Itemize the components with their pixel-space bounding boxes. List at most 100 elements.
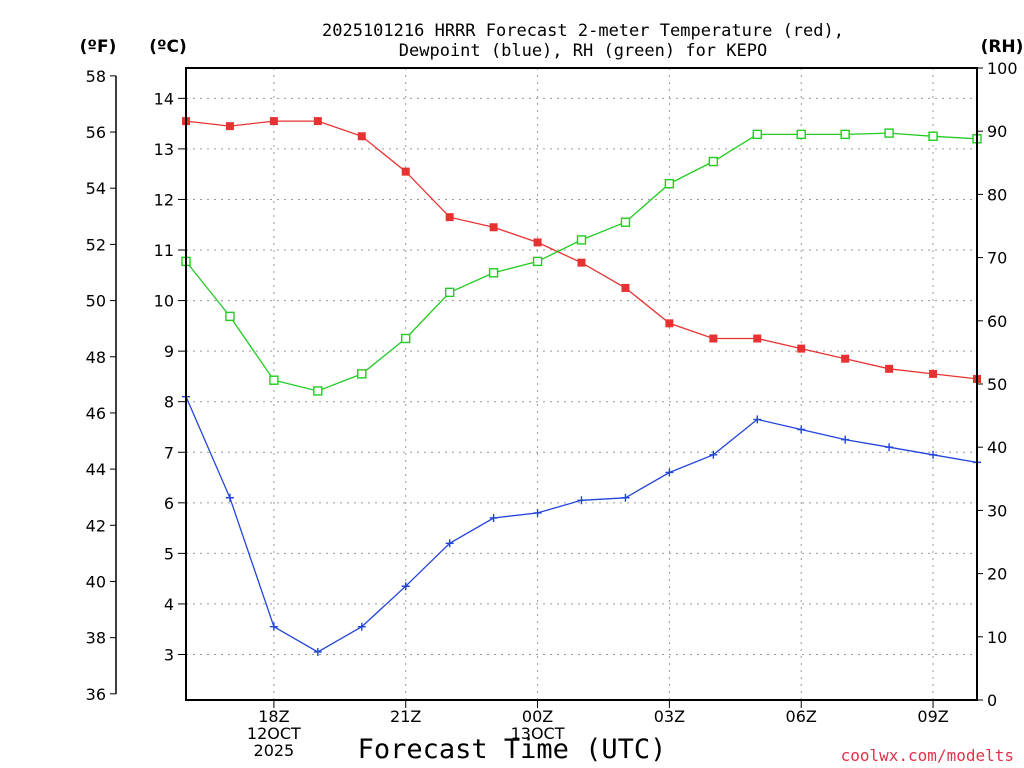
fahrenheit-tick-label: 42 <box>86 516 106 535</box>
celsius-tick-label: 9 <box>164 342 174 361</box>
rh-tick-label: 80 <box>987 185 1007 204</box>
fahrenheit-tick-label: 36 <box>86 685 106 704</box>
rh-tick-label: 70 <box>987 249 1007 268</box>
plot-grid <box>186 68 977 700</box>
rh-tick-label: 0 <box>987 691 997 710</box>
rh-point <box>576 235 587 245</box>
rh-point <box>269 375 279 385</box>
dewpoint-point <box>269 622 278 631</box>
celsius-unit-label: (ºC) <box>149 37 187 57</box>
temperature-point <box>357 132 366 141</box>
fahrenheit-tick-label: 46 <box>86 404 106 423</box>
celsius-tick-label: 3 <box>164 645 174 664</box>
rh-point <box>796 129 806 140</box>
x-axis-title: Forecast Time (UTC) <box>358 734 667 765</box>
rh-tick-label: 60 <box>987 312 1007 331</box>
temperature-point <box>269 117 278 126</box>
dewpoint-line <box>185 396 978 653</box>
dewpoint-point <box>225 493 234 502</box>
x-tick-label: 06Z <box>786 707 817 726</box>
dewpoint-point <box>489 513 498 522</box>
temperature-point <box>665 319 674 328</box>
temperature-point <box>445 213 454 222</box>
rh-point <box>884 128 894 138</box>
rh-point <box>313 386 323 396</box>
dewpoint-point <box>753 415 762 424</box>
rh-point <box>620 217 631 227</box>
dewpoint-point <box>357 622 366 631</box>
dewpoint-point <box>841 435 850 444</box>
fahrenheit-tick-label: 50 <box>86 292 106 311</box>
dewpoint-point <box>885 443 894 452</box>
dewpoint-point <box>621 493 630 502</box>
x-tick-label: 09Z <box>917 707 948 726</box>
x-tick-label: 03Z <box>654 707 685 726</box>
series-layer <box>181 117 982 656</box>
fahrenheit-unit-label: (ºF) <box>80 37 117 57</box>
temperature-point <box>929 369 938 378</box>
rh-point <box>752 129 762 140</box>
plot-frame <box>185 67 978 701</box>
rh-point <box>488 268 499 278</box>
rh-tick-label: 40 <box>987 438 1007 457</box>
temperature-point <box>797 344 806 353</box>
temperature-point <box>621 283 630 292</box>
fahrenheit-tick-label: 44 <box>86 460 106 479</box>
temperature-point <box>401 167 410 176</box>
chart-title-line-2: Dewpoint (blue), RH (green) for KEPO <box>399 41 767 61</box>
celsius-tick-label: 7 <box>164 443 174 462</box>
temperature-point <box>313 117 322 126</box>
rh-point <box>664 178 675 189</box>
temperature-point <box>489 223 498 232</box>
rh-point <box>840 129 850 140</box>
x-tick-label: 21Z <box>390 707 421 726</box>
temperature-point <box>225 122 234 131</box>
fahrenheit-tick-label: 40 <box>86 572 106 591</box>
dewpoint-point <box>445 539 454 548</box>
x-tick-label: 12OCT <box>247 724 301 743</box>
rh-point <box>708 156 719 167</box>
x-tick-label: 2025 <box>254 741 295 760</box>
celsius-tick-label: 14 <box>154 89 174 108</box>
celsius-tick-label: 6 <box>164 494 174 513</box>
temperature-point <box>885 364 894 373</box>
rh-tick-label: 100 <box>987 59 1018 78</box>
rh-tick-label: 20 <box>987 565 1007 584</box>
celsius-tick-label: 10 <box>154 292 174 311</box>
celsius-tick-label: 12 <box>154 190 174 209</box>
credit-text: coolwx.com/modelts <box>841 746 1014 765</box>
fahrenheit-tick-label: 54 <box>86 179 106 198</box>
dewpoint-point <box>577 496 586 505</box>
fahrenheit-tick-label: 56 <box>86 123 106 142</box>
temperature-point <box>753 334 762 343</box>
celsius-tick-label: 8 <box>164 393 174 412</box>
dewpoint-point <box>533 508 542 517</box>
fahrenheit-tick-label: 38 <box>86 629 106 648</box>
rh-point <box>444 287 455 298</box>
celsius-tick-label: 11 <box>154 241 174 260</box>
rh-tick-label: 90 <box>987 122 1007 141</box>
fahrenheit-tick-label: 48 <box>86 348 106 367</box>
axes-layer: 3456789101112131436384042444648505254565… <box>86 59 1018 760</box>
celsius-tick-label: 4 <box>164 595 174 614</box>
rh-unit-label: (RH) <box>981 37 1024 57</box>
dewpoint-point <box>929 450 938 459</box>
rh-tick-label: 50 <box>987 375 1007 394</box>
fahrenheit-tick-label: 58 <box>86 67 106 86</box>
x-tick-label: 18Z <box>258 707 289 726</box>
dewpoint-point <box>797 425 806 434</box>
dewpoint-point <box>665 468 674 477</box>
rh-tick-label: 30 <box>987 501 1007 520</box>
temperature-point <box>577 258 586 267</box>
rh-point <box>357 369 367 379</box>
temperature-point <box>533 238 542 247</box>
dewpoint-point <box>313 647 322 656</box>
x-tick-label: 00Z <box>522 707 553 726</box>
rh-point <box>225 311 235 322</box>
rh-point <box>401 333 411 344</box>
rh-tick-label: 10 <box>987 628 1007 647</box>
celsius-tick-label: 5 <box>164 544 174 563</box>
chart-title-line-1: 2025101216 HRRR Forecast 2-meter Tempera… <box>322 21 844 41</box>
temperature-point <box>709 334 718 343</box>
